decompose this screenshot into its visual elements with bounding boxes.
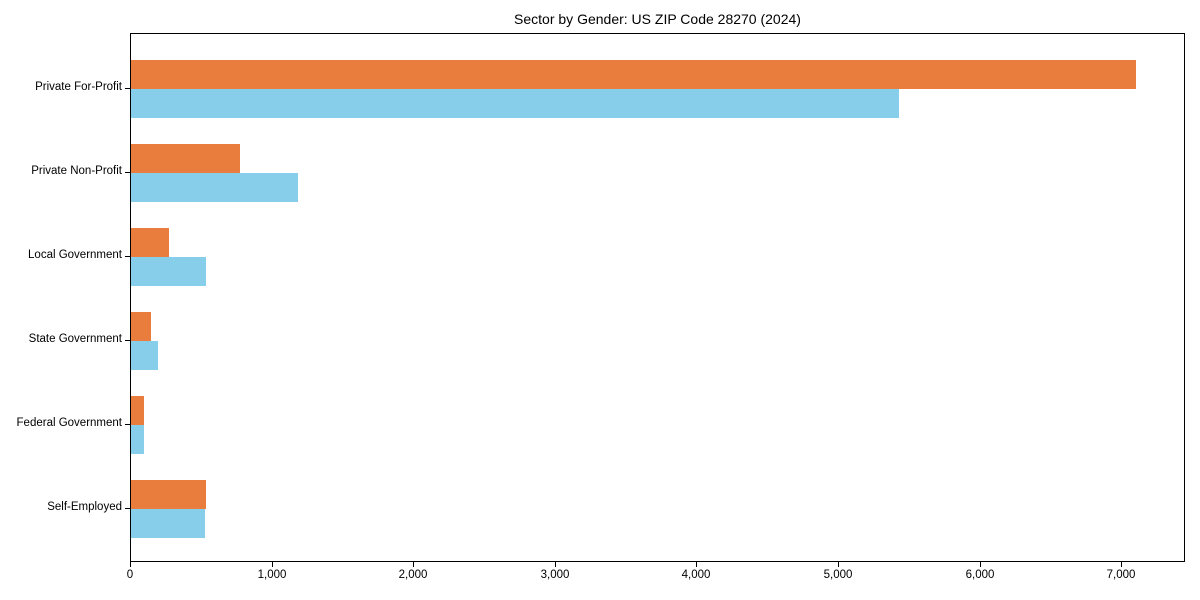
bar-male-self-employed [131, 480, 206, 509]
bar-male-state-government [131, 312, 151, 341]
x-tick [272, 562, 273, 567]
bar-male-private-non-profit [131, 144, 240, 173]
y-axis-label-state-government: State Government [28, 333, 122, 345]
x-tick-label: 0 [126, 569, 134, 581]
bar-female-self-employed [131, 509, 205, 538]
x-tick-label: 1,000 [257, 569, 287, 581]
x-tick-label: 6,000 [965, 569, 995, 581]
chart-title: Sector by Gender: US ZIP Code 28270 (202… [514, 11, 801, 27]
x-tick [696, 562, 697, 567]
y-tick [125, 256, 130, 257]
x-tick-label: 2,000 [398, 569, 428, 581]
x-tick [413, 562, 414, 567]
y-axis-label-private-non-profit: Private Non-Profit [31, 165, 122, 177]
x-tick [1121, 562, 1122, 567]
y-tick [125, 340, 130, 341]
x-tick-label: 5,000 [823, 569, 853, 581]
y-tick [125, 172, 130, 173]
bar-female-private-for-profit [131, 89, 899, 118]
y-axis-label-private-for-profit: Private For-Profit [35, 81, 122, 93]
y-tick [125, 424, 130, 425]
y-tick [125, 88, 130, 89]
x-tick [980, 562, 981, 567]
bar-male-private-for-profit [131, 60, 1136, 89]
y-axis-label-local-government: Local Government [28, 249, 122, 261]
x-tick [555, 562, 556, 567]
x-tick [838, 562, 839, 567]
x-tick-label: 7,000 [1106, 569, 1136, 581]
x-tick [130, 562, 131, 567]
plot-area: Male Female [130, 33, 1185, 562]
bar-female-local-government [131, 257, 206, 286]
y-axis-label-self-employed: Self-Employed [47, 501, 122, 513]
y-axis-label-federal-government: Federal Government [16, 417, 122, 429]
x-tick-label: 3,000 [540, 569, 570, 581]
y-tick [125, 508, 130, 509]
bar-female-private-non-profit [131, 173, 298, 202]
bar-female-state-government [131, 341, 158, 370]
bar-male-federal-government [131, 396, 144, 425]
bar-female-federal-government [131, 425, 144, 454]
bar-male-local-government [131, 228, 169, 257]
x-tick-label: 4,000 [681, 569, 711, 581]
